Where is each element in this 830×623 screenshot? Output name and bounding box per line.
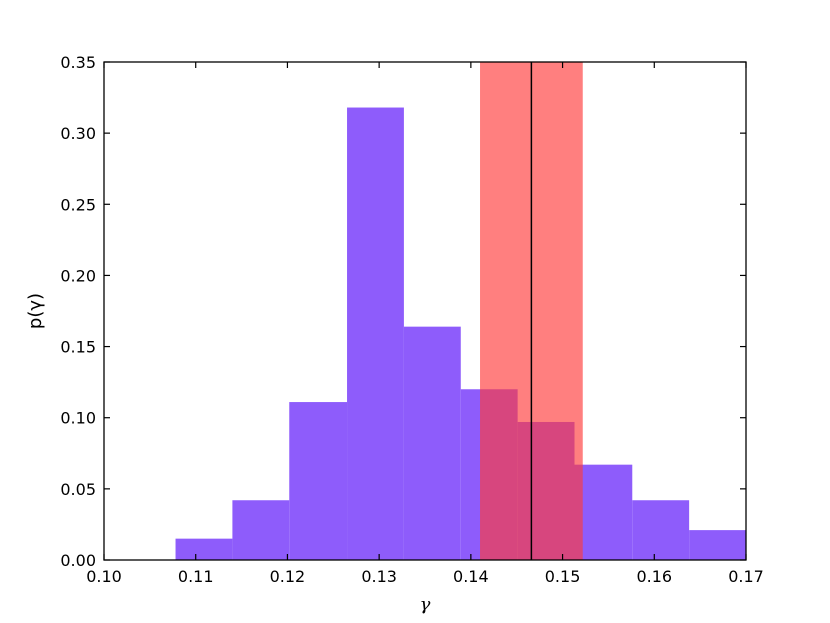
y-tick-label: 0.30 [60, 124, 96, 143]
y-tick-label: 0.10 [60, 409, 96, 428]
y-tick-label: 0.05 [60, 480, 96, 499]
x-tick-label: 0.13 [361, 567, 397, 586]
x-axis-ticks: 0.10 0.11 0.12 0.13 0.14 0.15 0.16 0.17 [86, 62, 764, 586]
histogram-bar-10 [689, 530, 746, 560]
x-tick-label: 0.15 [545, 567, 581, 586]
histogram-bar-4 [347, 107, 404, 560]
plot-frame [103, 61, 747, 561]
histogram-bar-3 [289, 402, 348, 560]
y-axis-label: p(γ) [25, 293, 46, 329]
x-tick-label: 0.12 [270, 567, 306, 586]
y-axis-ticks: 0.00 0.05 0.10 0.15 0.20 0.25 0.30 0.35 [60, 53, 746, 570]
histogram-bar-1 [175, 538, 233, 560]
y-tick-label: 0.25 [60, 195, 96, 214]
y-tick-label: 0.00 [60, 551, 96, 570]
histogram-bar-2 [232, 500, 290, 560]
x-tick-label: 0.17 [728, 567, 764, 586]
x-axis-label: γ [420, 594, 431, 615]
y-tick-label: 0.15 [60, 338, 96, 357]
histogram-bar-9 [632, 500, 690, 560]
histogram-bars [175, 107, 746, 560]
histogram-bar-5 [403, 326, 461, 560]
y-tick-label: 0.35 [60, 53, 96, 72]
y-tick-label: 0.20 [60, 266, 96, 285]
x-tick-label: 0.10 [86, 567, 122, 586]
x-tick-label: 0.16 [636, 567, 672, 586]
x-tick-label: 0.11 [178, 567, 214, 586]
x-tick-label: 0.14 [453, 567, 489, 586]
histogram-bar-8 [574, 464, 633, 560]
